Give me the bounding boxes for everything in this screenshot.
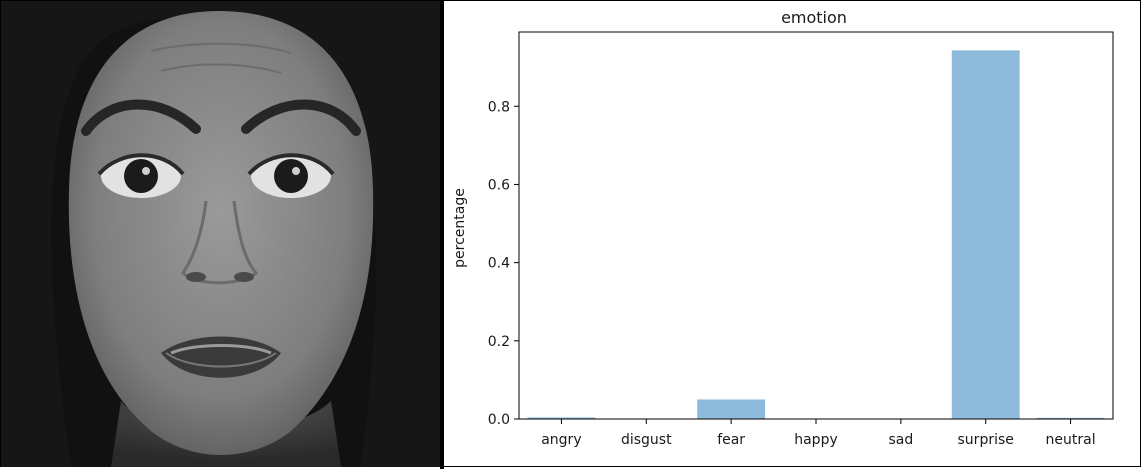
chart-title: emotion	[781, 8, 847, 27]
x-tick-label: happy	[794, 432, 838, 448]
y-tick-label: 0.4	[488, 256, 510, 272]
y-tick-label: 0.0	[488, 412, 510, 428]
face-photo	[1, 1, 440, 467]
y-ticks-group: 0.0 0.2 0.4 0.6 0.8	[488, 99, 519, 428]
x-ticks-group: angry disgust fear happy sad surprise neutral	[541, 419, 1096, 448]
y-tick-label: 0.8	[488, 99, 510, 115]
bar-surprise	[951, 50, 1020, 419]
x-tick-label: fear	[717, 432, 745, 448]
y-tick-label: 0.2	[488, 334, 510, 350]
x-tick-label: sad	[888, 432, 913, 448]
x-tick-label: angry	[541, 432, 581, 448]
bar-angry	[527, 417, 596, 419]
y-axis-label: percentage	[452, 188, 468, 268]
plot-area-frame	[518, 31, 1114, 420]
face-photo-icon	[1, 1, 440, 467]
chart-svg: emotion percentage 0.0 0.2 0.4 0.6 0.8 angry…	[452, 8, 1114, 448]
y-tick-label: 0.6	[488, 177, 510, 193]
bar-chart: emotion percentage 0.0 0.2 0.4 0.6 0.8 angry…	[444, 0, 1143, 469]
bar-neutral	[1036, 417, 1105, 419]
x-tick-label: disgust	[621, 432, 672, 448]
panel-divider	[440, 0, 444, 469]
x-tick-label: neutral	[1046, 432, 1096, 448]
bars-group	[527, 50, 1105, 419]
bar-fear	[697, 399, 766, 419]
x-tick-label: surprise	[958, 432, 1014, 448]
